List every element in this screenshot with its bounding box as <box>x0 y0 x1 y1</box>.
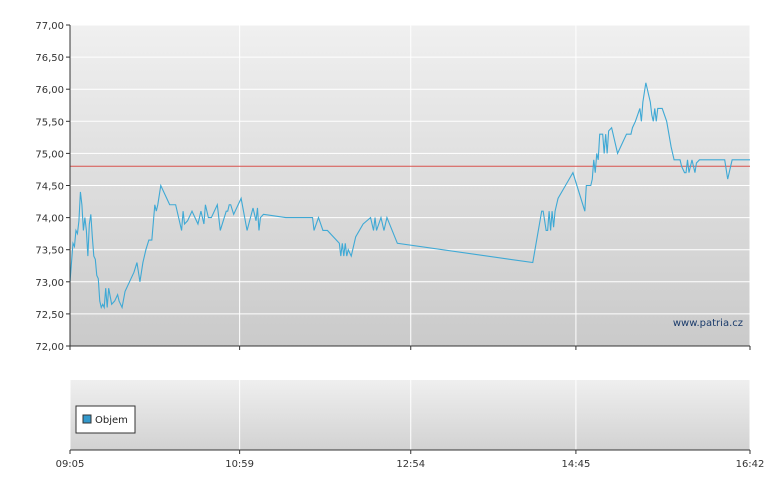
y-tick-label: 75,00 <box>35 149 64 160</box>
y-tick-label: 76,50 <box>35 53 64 64</box>
x-tick-label: 14:45 <box>561 459 590 470</box>
x-tick-label: 09:05 <box>56 459 85 470</box>
x-axis-ticks: 09:05 10:59 12:54 14:45 16:42 <box>56 450 765 470</box>
x-tick-label: 12:54 <box>396 459 425 470</box>
y-tick-label: 74,50 <box>35 182 64 193</box>
watermark-text: www.patria.cz <box>673 318 743 329</box>
price-grid <box>69 24 751 347</box>
y-tick-label: 75,50 <box>35 117 64 128</box>
price-panel: www.patria.cz 72,0072,5073,0073,5074,007… <box>35 21 751 353</box>
volume-legend-swatch <box>82 414 92 424</box>
y-tick-label: 72,00 <box>35 342 64 353</box>
volume-legend: Objem <box>75 405 136 434</box>
volume-legend-label: Objem <box>95 415 128 426</box>
volume-panel: 09:05 10:59 12:54 14:45 16:42 Objem <box>56 380 765 470</box>
price-x-tick-marks <box>69 346 751 350</box>
volume-grid <box>69 380 751 450</box>
volume-plot-area <box>70 380 750 450</box>
y-tick-label: 77,00 <box>35 21 64 32</box>
y-tick-label: 73,50 <box>35 246 64 257</box>
y-axis-ticks: 72,00 72,50 73,00 73,50 74,00 74,50 75,00 75,50… <box>35 21 70 353</box>
y-tick-label: 76,00 <box>35 85 64 96</box>
x-tick-label: 16:42 <box>736 459 765 470</box>
x-tick-label: 10:59 <box>225 459 254 470</box>
y-tick-label: 72,50 <box>35 310 64 321</box>
y-tick-label: 74,00 <box>35 214 64 225</box>
price-series-line <box>69 82 750 310</box>
y-tick-label: 73,00 <box>35 278 64 289</box>
